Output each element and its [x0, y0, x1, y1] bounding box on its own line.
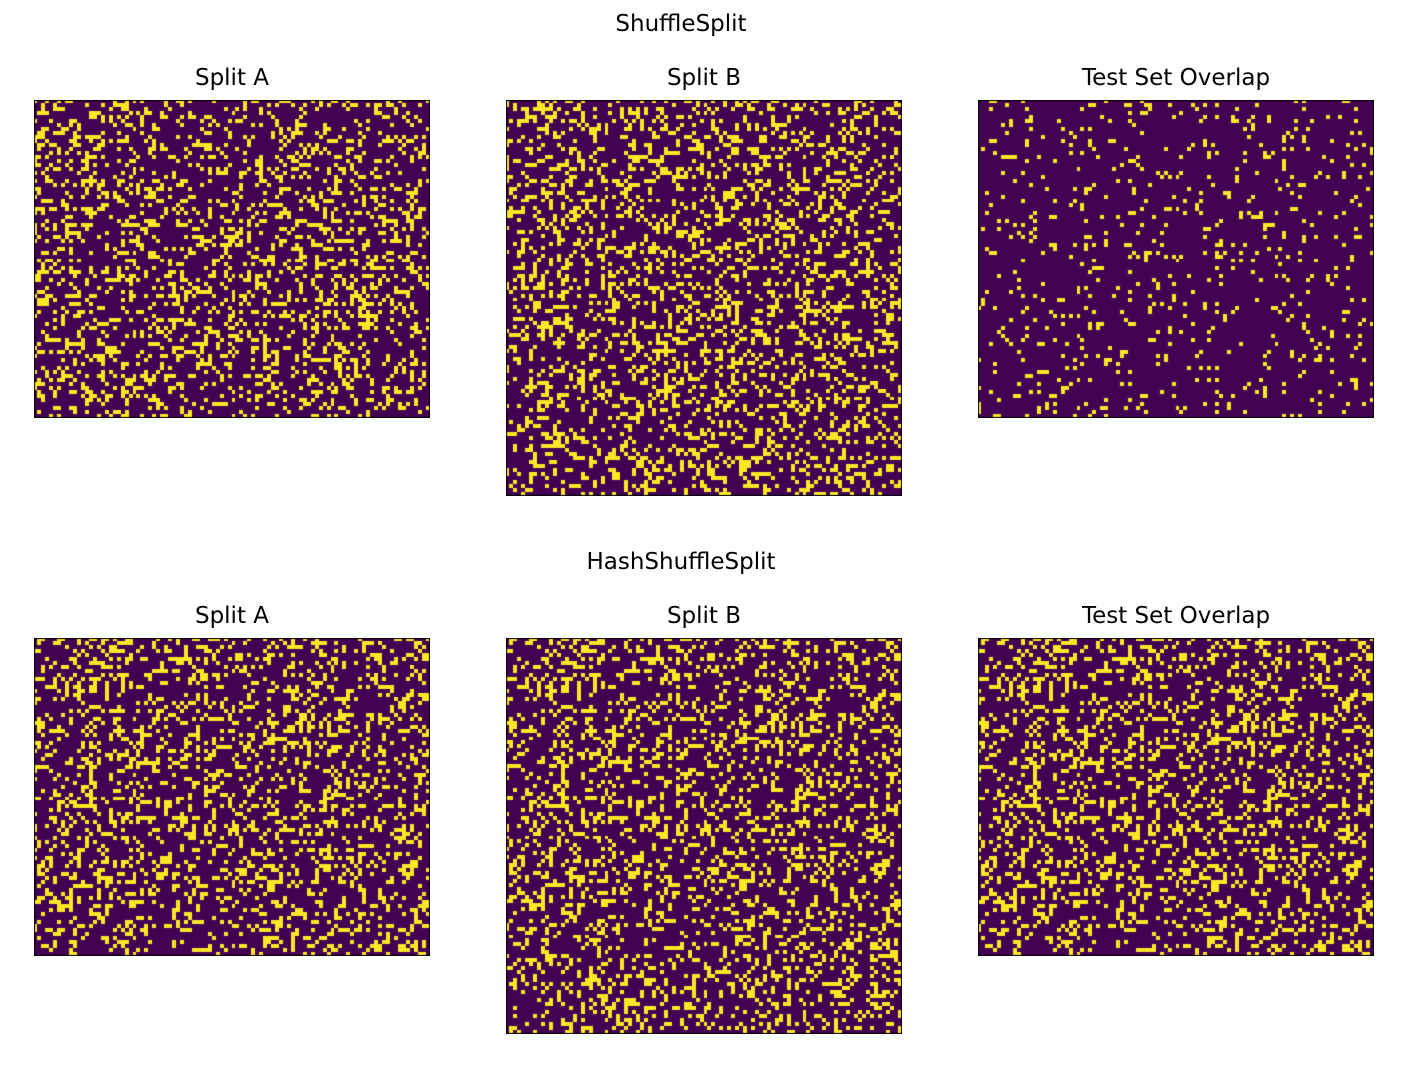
panel-title-shufflesplit-split-b: Split B [666, 65, 742, 91]
panel-title-hashshufflesplit-split-a: Split A [194, 603, 270, 629]
panel-title-hashshufflesplit-overlap: Test Set Overlap [1081, 603, 1271, 629]
panel-title-shufflesplit-overlap: Test Set Overlap [1081, 65, 1271, 91]
heatmap-hashshufflesplit-split-a [34, 638, 430, 956]
heatmap-shufflesplit-split-a [34, 100, 430, 418]
heatmap-hashshufflesplit-overlap [978, 638, 1374, 956]
heatmap-hashshufflesplit-split-b [506, 638, 902, 1034]
panel-title-hashshufflesplit-split-b: Split B [666, 603, 742, 629]
heatmap-shufflesplit-split-b [506, 100, 902, 496]
suptitle-hashshufflesplit: HashShuffleSplit [586, 549, 776, 575]
panel-title-shufflesplit-split-a: Split A [194, 65, 270, 91]
suptitle-shufflesplit: ShuffleSplit [615, 11, 747, 37]
heatmap-shufflesplit-overlap [978, 100, 1374, 418]
